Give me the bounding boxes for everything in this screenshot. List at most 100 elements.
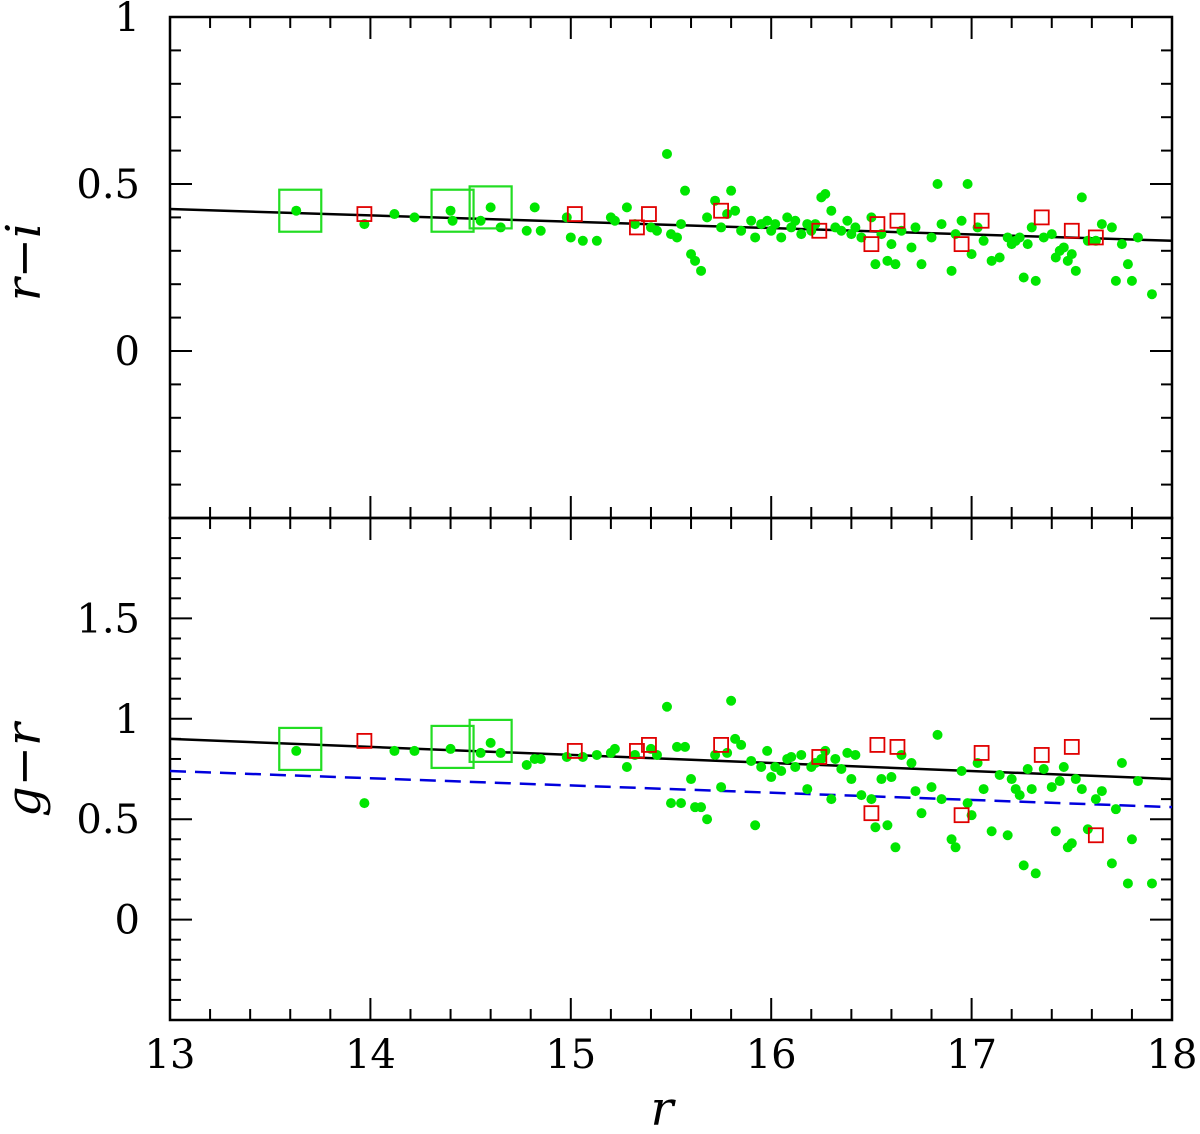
data-point-dot [978,784,989,795]
data-point-small-square [1033,747,1050,763]
data-point-dot [736,225,747,236]
x-tick-label: 16 [746,1032,797,1078]
data-point-dot [750,232,761,243]
data-point-dot [1006,774,1017,785]
data-point-dot [716,782,727,793]
data-point-dot [561,751,572,762]
data-point-dot [696,265,707,276]
data-point-dot [1110,275,1121,286]
bottom-y-axis-label: g−r [0,720,52,817]
data-point-dot [850,749,861,760]
data-point-small-square [641,206,657,222]
data-point-dot [722,747,733,758]
top-panel-r-minus-i: 00.51 [76,0,1174,520]
data-point-dot [1038,764,1049,774]
data-point-large-square [468,718,513,763]
data-point-dot [746,215,757,226]
data-point-dot [291,745,302,756]
data-point-large-square [430,724,475,770]
data-point-large-square [278,726,323,772]
data-point-dot [1082,824,1093,835]
data-point-dot [1018,860,1029,871]
data-point-small-square [973,745,990,761]
data-point-dot [762,745,773,756]
data-point-dot [672,741,683,752]
data-point-dot [762,215,773,226]
data-point-dot [726,185,737,196]
x-tick-label: 17 [946,1032,997,1078]
data-point-dot [956,766,967,777]
data-point-dot [1116,239,1127,250]
x-tick-label: 18 [1147,1032,1198,1078]
data-point-dot [936,794,947,805]
data-point-dot [1096,219,1107,230]
data-point-dot [886,239,897,250]
data-point-dot [910,786,921,797]
data-point-dot [870,259,881,270]
data-point-small-square [356,732,373,749]
data-point-dot [409,745,420,756]
data-point-dot [736,739,747,750]
data-point-small-square [1087,229,1104,246]
data-point-dot [842,215,853,226]
data-point-dot [916,808,927,819]
data-point-dot [1096,786,1107,797]
data-point-dot [676,798,687,809]
data-point-dot [950,842,961,853]
data-point-dot [1058,761,1069,772]
data-point-dot [690,255,701,266]
data-point-dot [696,802,707,813]
data-point-dot [856,790,867,801]
data-point-dot [870,822,881,833]
data-point-dot [1126,834,1137,845]
data-point-dot [770,219,781,230]
data-point-small-square [566,206,583,222]
data-point-dot [1070,265,1081,276]
data-point-dot [962,179,973,189]
data-point-dot [529,202,540,213]
top-y-axis-label: r−i [0,223,52,302]
data-point-small-square [629,743,645,759]
data-point-dot [722,209,733,220]
data-point-dot [986,826,997,837]
data-point-dot [447,215,458,226]
data-point-dot [621,202,632,213]
x-axis-label: r [651,1081,677,1134]
data-point-dot [1122,259,1133,270]
data-point-small-square [811,749,828,765]
data-point-dot [936,219,947,230]
data-point-dot [591,749,602,760]
data-point-dot [651,225,662,236]
data-point-dot [1046,229,1057,240]
data-point-dot [1058,242,1069,253]
data-point-dot [672,232,683,243]
data-point-dot [820,189,831,200]
data-point-dot [978,235,989,246]
data-point-dot [882,820,893,831]
data-point-large-square [430,188,475,233]
plot-frame [168,516,1174,1022]
data-point-dot [535,225,546,236]
x-tick-label: 15 [545,1032,596,1078]
data-point-dot [756,761,767,772]
data-point-dot [906,757,917,768]
data-point-dot [1146,878,1157,889]
y-tick-label: 0 [115,329,140,375]
data-point-dot [1022,239,1033,250]
data-point-dot [621,761,632,772]
data-point-dot [1022,764,1033,774]
data-point-dot [886,772,897,783]
data-point-dot [882,255,893,266]
data-point-small-square [566,743,583,759]
y-tick-label: 1.5 [76,596,140,642]
data-point-dot [359,798,370,809]
data-point-dot [445,205,456,216]
plot-area [170,695,1172,889]
data-point-dot [866,794,877,805]
data-point-dot [475,747,486,758]
data-point-dot [577,751,588,762]
data-point-dot [291,205,302,216]
data-point-dot [1122,878,1133,889]
data-point-dot [1050,826,1061,837]
